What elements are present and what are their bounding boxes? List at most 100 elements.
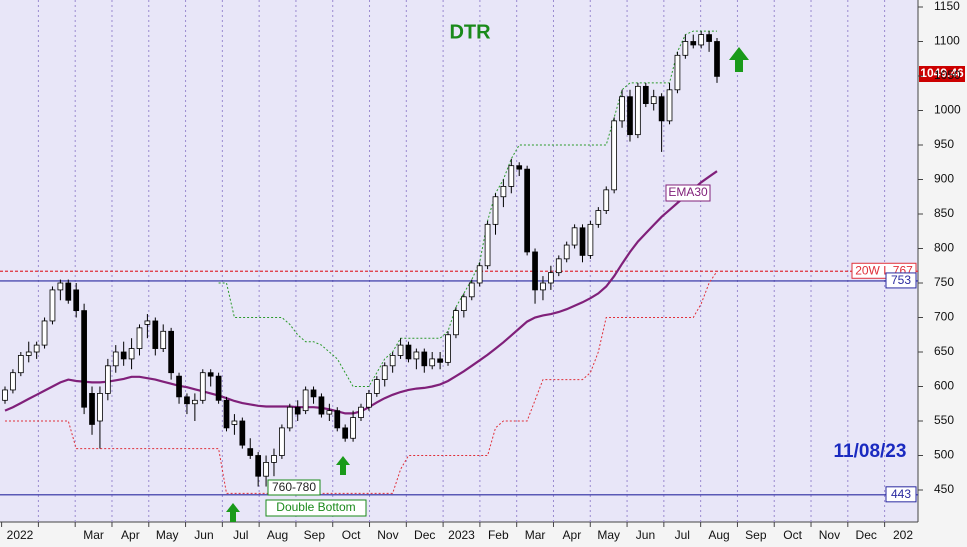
y-tick-label: 900: [934, 172, 954, 186]
candle-body: [41, 320, 48, 346]
candle-body: [255, 455, 262, 477]
candle-body: [421, 351, 428, 367]
candle-body: [373, 379, 380, 394]
candle-body: [611, 120, 618, 191]
level-box: [885, 272, 917, 289]
candle-body: [73, 289, 80, 311]
candle-body: [223, 399, 230, 429]
candle-body: [532, 251, 538, 291]
candle-body: [160, 330, 167, 349]
candle-body: [247, 448, 254, 456]
candle-body: [350, 417, 356, 439]
candle-body: [579, 227, 586, 256]
candle-body: [492, 196, 499, 225]
chart-title: DTR: [449, 21, 491, 43]
up-arrow: [226, 503, 240, 522]
candle-body: [192, 399, 198, 405]
candle-body: [413, 351, 420, 360]
candle-body: [358, 406, 364, 418]
plot-bg: [0, 0, 918, 522]
candle-body: [658, 96, 665, 122]
candle-body: [524, 168, 530, 253]
candle-body: [627, 96, 633, 136]
x-tick-label: Mar: [525, 528, 546, 542]
y-tick-label: 1000: [934, 103, 961, 117]
candle-body: [152, 320, 159, 349]
candle-body: [128, 348, 135, 360]
candle-body: [199, 372, 206, 401]
x-tick-label: 2022: [7, 528, 34, 542]
candle-body: [571, 227, 578, 246]
candle-body: [104, 365, 111, 394]
candle-body: [342, 427, 349, 439]
x-tick-label: Jul: [675, 528, 690, 542]
candle-body: [476, 265, 483, 284]
date-label: 11/08/23: [834, 441, 907, 462]
y-tick-label: 950: [934, 137, 954, 151]
x-tick-label: Dec: [414, 528, 435, 542]
candle-body: [112, 351, 119, 367]
y-tick-label: 750: [934, 275, 954, 289]
candle-body: [587, 223, 594, 256]
level-box: [885, 486, 917, 503]
axis-bg: [0, 522, 918, 547]
candle-body: [650, 96, 657, 104]
candle-body: [215, 375, 222, 401]
x-tick-label: Sep: [745, 528, 767, 542]
candle-body: [65, 282, 72, 301]
candle-body: [508, 165, 515, 187]
level-label: 753: [891, 273, 911, 287]
candle-body: [326, 410, 333, 415]
candle-body: [33, 344, 40, 353]
candle-body: [81, 310, 87, 408]
pattern-label: Double Bottom: [276, 500, 355, 514]
candle-body: [239, 420, 246, 446]
candle-body: [500, 185, 507, 198]
candle-body: [294, 406, 301, 415]
arrows: [226, 47, 749, 522]
range-box: [267, 479, 321, 496]
y-tick-label: 1050: [934, 68, 961, 82]
y-tick-label: 1100: [934, 34, 960, 48]
axis-bg: [918, 0, 967, 547]
x-tick-label: Nov: [819, 528, 840, 542]
candle-body: [603, 189, 610, 211]
x-tick-label: May: [156, 528, 179, 542]
x-tick-label: Nov: [377, 528, 398, 542]
candle-body: [57, 282, 64, 291]
candle-body: [366, 392, 372, 408]
up-arrow: [729, 47, 749, 72]
candle-body: [25, 351, 32, 356]
candle-body: [690, 41, 697, 46]
x-tick-label: 2023: [448, 528, 475, 542]
candle-body: [706, 34, 712, 42]
candle-body: [445, 334, 451, 363]
ema-label-box: [665, 184, 711, 202]
candle-body: [184, 396, 190, 405]
x-tick-label: Jun: [636, 528, 655, 542]
x-tick-label: Oct: [783, 528, 802, 542]
up-arrow: [336, 456, 350, 475]
x-tick-label: Jul: [233, 528, 248, 542]
ema-label: EMA30: [668, 185, 708, 199]
x-tick-label: Dec: [856, 528, 877, 542]
candle-body: [176, 375, 182, 398]
x-tick-label: Oct: [342, 528, 361, 542]
pattern-box: [265, 499, 367, 517]
candle-body: [271, 455, 277, 463]
candle-body: [10, 372, 16, 391]
candle-body: [334, 410, 341, 429]
candle-body: [207, 372, 214, 377]
candle-body: [548, 272, 554, 284]
candle-body: [540, 282, 546, 291]
candle-body: [595, 210, 602, 225]
level-label: 443: [891, 487, 911, 501]
candle-body: [286, 406, 293, 429]
candle-body: [674, 54, 681, 91]
x-tick-label: Apr: [563, 528, 582, 542]
candle-body: [17, 355, 24, 374]
candle-body: [682, 41, 689, 56]
candle-body: [97, 392, 103, 422]
candle-body: [397, 344, 404, 356]
